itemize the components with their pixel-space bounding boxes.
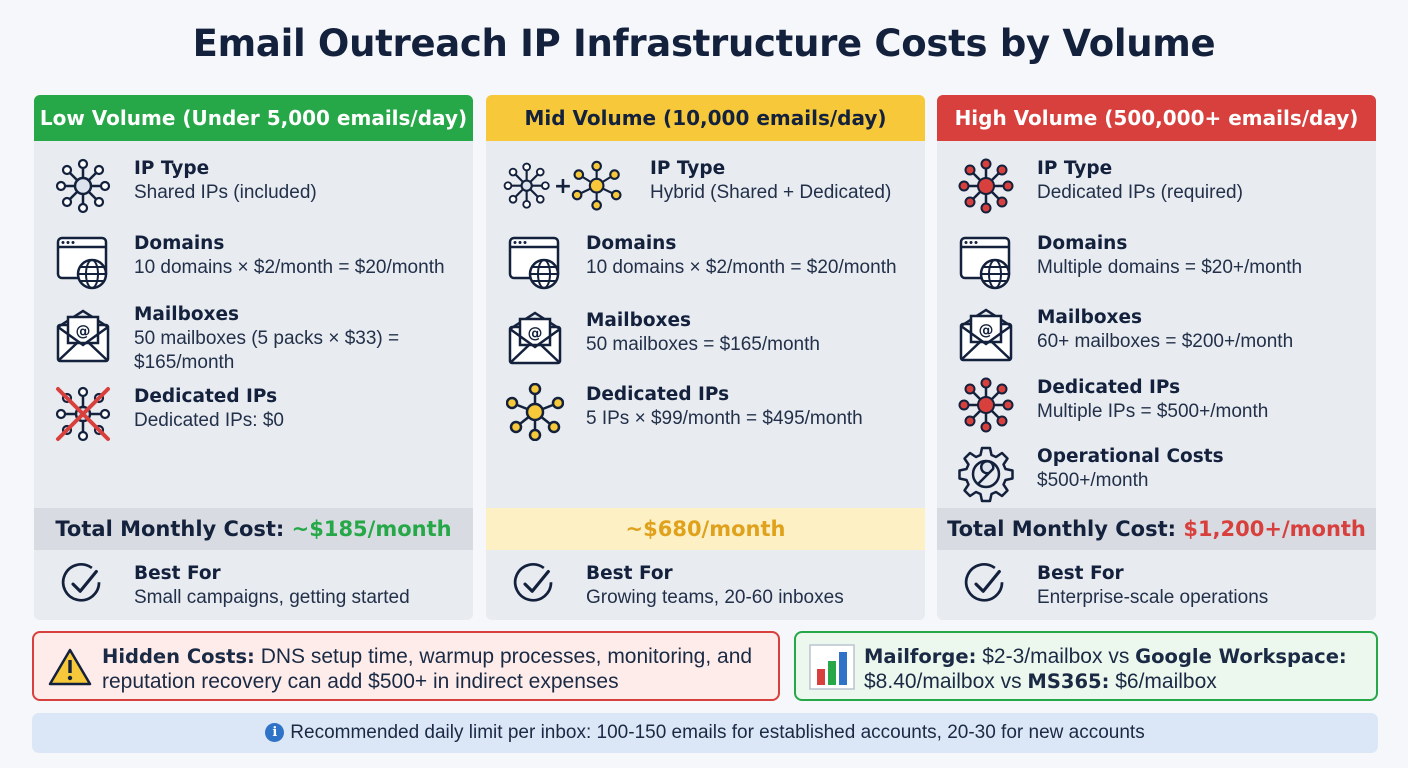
operational-costs-heading: Operational Costs <box>1037 446 1224 467</box>
envelope-at-icon <box>959 308 1013 362</box>
high-best-for: Best For Enterprise-scale operations <box>937 557 1376 617</box>
hidden-costs-line1: DNS setup time, warmup processes, monito… <box>254 645 753 668</box>
envelope-at-icon <box>508 311 562 365</box>
low-volume-header: Low Volume (Under 5,000 emails/day) <box>34 95 473 141</box>
hidden-costs-label: Hidden Costs: <box>102 645 255 668</box>
ms365-label: MS365: <box>1027 670 1110 693</box>
daily-limit-info-bar: i Recommended daily limit per inbox: 100-… <box>32 713 1378 753</box>
mailbox-pricing-text: Mailforge: $2-3/mailbox vs Google Worksp… <box>864 644 1347 694</box>
mailforge-price: $2-3/mailbox vs <box>976 645 1136 668</box>
red-network-icon <box>958 158 1014 214</box>
hidden-costs-callout: Hidden Costs: DNS setup time, warmup pro… <box>32 631 780 701</box>
mid-total-cost: ~$680/month <box>486 508 925 550</box>
browser-globe-icon <box>959 236 1011 290</box>
mailboxes-value: 50 mailboxes = $165/month <box>586 334 820 355</box>
total-value: ~$185/month <box>291 517 452 541</box>
domains-heading: Domains <box>586 233 677 254</box>
gear-wrench-icon <box>958 446 1014 503</box>
mailboxes-value: 50 mailboxes (5 packs × $33) = $165/mont… <box>134 328 400 373</box>
best-for-value: Enterprise-scale operations <box>1037 587 1269 608</box>
high-total-cost: Total Monthly Cost: $1,200+/month <box>937 508 1376 550</box>
ip-type-heading: IP Type <box>650 158 726 179</box>
operational-costs-value: $500+/month <box>1037 470 1149 491</box>
total-label: Total Monthly Cost: <box>947 517 1177 541</box>
google-workspace-price: $8.40/mailbox vs <box>864 670 1028 693</box>
dedicated-ips-heading: Dedicated IPs <box>586 384 730 405</box>
ms365-price: $6/mailbox <box>1109 670 1217 693</box>
hidden-costs-line2: reputation recovery can add $500+ in ind… <box>102 670 619 693</box>
dedicated-ips-value: Dedicated IPs: $0 <box>134 410 284 431</box>
ip-type-heading: IP Type <box>1037 158 1113 179</box>
dedicated-ips-heading: Dedicated IPs <box>134 386 278 407</box>
total-value: ~$680/month <box>625 517 786 541</box>
mailbox-pricing-callout: Mailforge: $2-3/mailbox vs Google Worksp… <box>794 631 1378 701</box>
page-title: Email Outreach IP Infrastructure Costs b… <box>192 22 1216 65</box>
hybrid-network-icon: + <box>503 160 622 211</box>
mid-volume-column: Mid Volume (10,000 emails/day) + <box>486 95 925 620</box>
check-circle-icon <box>964 562 1004 602</box>
mid-best-for: Best For Growing teams, 20-60 inboxes <box>486 557 925 617</box>
best-for-heading: Best For <box>134 563 221 584</box>
best-for-heading: Best For <box>1037 563 1124 584</box>
low-best-for: Best For Small campaigns, getting starte… <box>34 557 473 617</box>
mailboxes-heading: Mailboxes <box>1037 307 1143 328</box>
high-volume-header: High Volume (500,000+ emails/day) <box>937 95 1376 141</box>
check-circle-icon <box>61 562 101 602</box>
low-volume-column: Low Volume (Under 5,000 emails/day) IP T… <box>34 95 473 620</box>
yellow-network-icon <box>506 383 564 441</box>
browser-globe-icon <box>508 236 560 290</box>
best-for-value: Small campaigns, getting started <box>134 587 410 608</box>
google-workspace-label: Google Workspace: <box>1135 645 1347 668</box>
dedicated-ips-value: Multiple IPs = $500+/month <box>1037 401 1269 422</box>
warning-icon <box>48 648 92 686</box>
domains-value: 10 domains × $2/month = $20/month <box>134 257 445 278</box>
dedicated-ips-value: 5 IPs × $99/month = $495/month <box>586 408 863 429</box>
total-label: Total Monthly Cost: <box>55 517 285 541</box>
check-circle-icon <box>513 562 553 602</box>
envelope-at-icon <box>56 309 110 363</box>
ip-type-value: Hybrid (Shared + Dedicated) <box>650 182 892 203</box>
daily-limit-text: Recommended daily limit per inbox: 100-1… <box>290 722 1145 743</box>
bar-chart-icon <box>809 644 855 690</box>
best-for-heading: Best For <box>586 563 673 584</box>
info-icon: i <box>265 723 285 742</box>
best-for-value: Growing teams, 20-60 inboxes <box>586 587 844 608</box>
mailforge-label: Mailforge: <box>864 645 977 668</box>
domains-heading: Domains <box>134 233 225 254</box>
dedicated-ips-heading: Dedicated IPs <box>1037 377 1181 398</box>
svg-text:+: + <box>554 174 572 199</box>
mid-volume-header: Mid Volume (10,000 emails/day) <box>486 95 925 141</box>
high-volume-column: High Volume (500,000+ emails/day) IP Typ… <box>937 95 1376 620</box>
red-network-icon <box>958 377 1014 433</box>
ip-type-value: Dedicated IPs (required) <box>1037 182 1243 203</box>
network-icon <box>55 158 111 214</box>
domains-value: 10 domains × $2/month = $20/month <box>586 257 897 278</box>
browser-globe-icon <box>56 236 108 290</box>
total-value: $1,200+/month <box>1183 517 1366 541</box>
mailboxes-heading: Mailboxes <box>134 304 240 325</box>
domains-value: Multiple domains = $20+/month <box>1037 257 1303 278</box>
mailboxes-value: 60+ mailboxes = $200+/month <box>1037 331 1294 352</box>
mailboxes-heading: Mailboxes <box>586 310 692 331</box>
low-total-cost: Total Monthly Cost: ~$185/month <box>34 508 473 550</box>
hidden-costs-text: Hidden Costs: DNS setup time, warmup pro… <box>102 644 752 694</box>
ip-type-heading: IP Type <box>134 158 210 179</box>
domains-heading: Domains <box>1037 233 1128 254</box>
ip-type-value: Shared IPs (included) <box>134 182 317 203</box>
network-crossed-icon <box>55 386 111 442</box>
